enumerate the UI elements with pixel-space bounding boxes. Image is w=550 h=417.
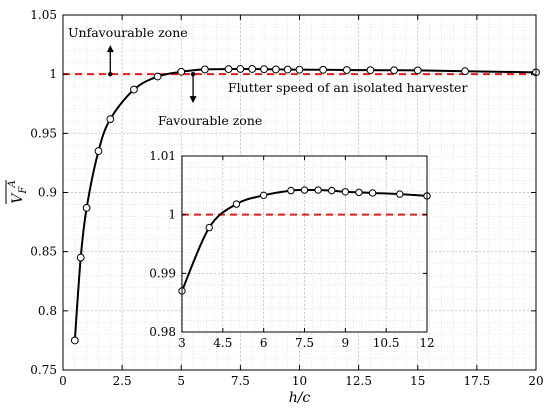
reference-line-label: Flutter speed of an isolated harvester <box>228 80 467 95</box>
inset-x-tick-label: 12 <box>419 336 434 350</box>
inset-y-tick-label: 1 <box>168 208 176 222</box>
main-data-point <box>224 65 233 73</box>
main-x-tick-label: 17.5 <box>464 374 491 388</box>
inset-y-tick-label: 0.98 <box>149 325 176 339</box>
main-y-tick-label: 1.05 <box>30 8 57 22</box>
main-data-point <box>413 66 422 75</box>
y-axis-label-text: VFA <box>7 180 29 203</box>
main-data-point <box>295 65 304 74</box>
main-data-point <box>82 203 91 212</box>
inset-data-point <box>232 200 241 208</box>
inset-x-tick-label: 9 <box>342 336 350 350</box>
main-y-tick-label: 0.95 <box>30 126 57 140</box>
main-data-point <box>76 253 85 262</box>
main-x-tick-label: 5 <box>177 374 185 388</box>
inset-data-point <box>341 188 350 196</box>
main-y-tick-label: 0.8 <box>38 304 57 318</box>
main-x-tick-label: 0 <box>59 374 67 388</box>
main-data-point <box>236 65 245 73</box>
main-data-point <box>153 72 162 81</box>
inset-data-point <box>396 190 404 198</box>
inset-data-point <box>314 186 322 194</box>
inset-x-tick-label: 3 <box>178 336 186 350</box>
y-axis-label-base: V <box>10 192 26 204</box>
main-data-point <box>319 65 328 74</box>
inset-data-point <box>300 186 309 194</box>
x-axis-label: h/c <box>289 390 311 406</box>
main-x-tick-label: 20 <box>528 374 543 388</box>
main-data-point <box>70 336 79 345</box>
main-y-tick-label: 1 <box>49 67 57 81</box>
main-data-point <box>461 67 469 76</box>
main-data-point <box>271 65 280 74</box>
unfavourable-arrow-head <box>106 45 114 53</box>
inset-x-tick-label: 10.5 <box>373 336 400 350</box>
inset-data-point <box>205 223 213 232</box>
unfavourable-zone-label: Unfavourable zone <box>68 25 188 40</box>
y-axis-label-sup: A <box>7 180 18 188</box>
favourable-arrow-head <box>189 96 197 104</box>
y-axis-label-sub: F <box>18 186 29 195</box>
main-data-point <box>201 65 209 74</box>
inset-y-tick-label: 0.99 <box>149 266 176 280</box>
main-data-point <box>130 85 138 94</box>
main-data-point <box>260 65 268 74</box>
inset-data-point <box>259 191 268 200</box>
inset-x-tick-label: 7.5 <box>295 336 314 350</box>
main-data-point <box>94 147 103 155</box>
inset-data-point <box>368 189 377 197</box>
favourable-zone-label: Favourable zone <box>158 113 262 128</box>
main-x-tick-label: 2.5 <box>113 374 132 388</box>
main-data-point <box>283 65 292 74</box>
main-data-point <box>177 67 186 76</box>
main-data-point <box>248 65 257 73</box>
main-x-tick-label: 7.5 <box>231 374 250 388</box>
inset-panel: 3 4.5 6 7.5 9 10.5 12 0.98 0.99 1 1.01 <box>149 149 434 350</box>
main-data-point <box>342 66 351 74</box>
inset-data-point <box>328 186 336 195</box>
main-y-tick-label: 0.85 <box>30 245 57 259</box>
inset-data-point <box>355 188 363 197</box>
main-x-tick-label: 10 <box>292 374 307 388</box>
inset-x-tick-label: 4.5 <box>213 336 232 350</box>
main-data-point <box>390 66 399 75</box>
inset-data-point <box>287 186 295 195</box>
main-data-point <box>366 66 375 75</box>
main-y-tick-label: 0.75 <box>30 363 57 377</box>
main-y-tick-label: 0.9 <box>38 186 57 200</box>
main-x-tick-label: 12.5 <box>345 374 372 388</box>
unfavourable-arrow-dot <box>108 71 113 77</box>
main-x-tick-label: 15 <box>410 374 425 388</box>
inset-y-tick-label: 1.01 <box>149 149 176 163</box>
main-data-point <box>106 115 115 124</box>
y-axis-label: VFA <box>5 180 29 204</box>
inset-x-tick-label: 6 <box>260 336 268 350</box>
